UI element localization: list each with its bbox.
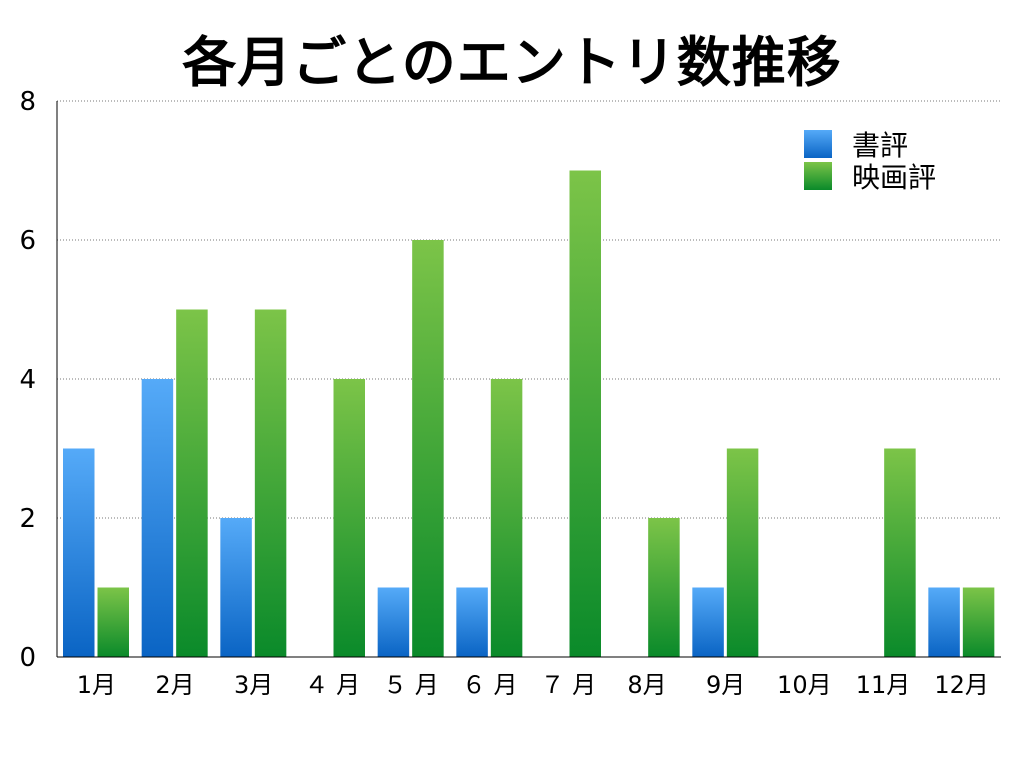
chart-title: 各月ごとのエントリ数推移 — [182, 31, 842, 94]
x-tick-label: 12月 — [934, 671, 989, 699]
y-tick-label: 8 — [19, 87, 36, 117]
bar — [176, 309, 208, 657]
bar — [962, 587, 995, 657]
bar — [928, 587, 960, 657]
x-tick-label: ４ 月 — [305, 671, 361, 699]
bar — [692, 587, 724, 657]
gridlines — [57, 100, 1001, 519]
bar — [254, 309, 287, 657]
bar — [490, 379, 523, 657]
bar — [726, 448, 759, 657]
x-tick-label: 2月 — [155, 671, 194, 699]
legend-swatch — [804, 162, 832, 190]
y-tick-label: 2 — [19, 504, 36, 534]
bar — [220, 518, 252, 657]
bar — [412, 240, 444, 657]
x-tick-label: 3月 — [234, 671, 273, 699]
x-tick-label: 8月 — [627, 671, 666, 699]
x-tick-label: ５ 月 — [383, 671, 439, 699]
y-tick-label: 6 — [19, 226, 36, 256]
legend-label: 映画評 — [852, 161, 936, 194]
bar — [333, 379, 365, 657]
legend-label: 書評 — [852, 129, 908, 162]
x-tick-label: 9月 — [706, 671, 745, 699]
bars — [63, 170, 995, 657]
bar — [569, 170, 601, 657]
bar — [141, 379, 174, 657]
bar — [456, 587, 488, 657]
x-tick-label: ７ 月 — [541, 671, 597, 699]
y-tick-label: 4 — [19, 365, 36, 395]
axes: 0 2 4 6 8 1月 2月 3月 ４ 月 ５ 月 ６ 月 ７ 月 8月 9月 10月 11月 12月 — [19, 87, 1001, 699]
y-tick-label: 0 — [19, 643, 36, 673]
bar — [63, 448, 95, 657]
x-tick-label: 1月 — [77, 671, 116, 699]
bar — [377, 587, 410, 657]
bar — [648, 518, 680, 657]
x-tick-label: 10月 — [777, 671, 832, 699]
bar — [884, 448, 916, 657]
x-tick-label: ６ 月 — [462, 671, 518, 699]
legend-swatch — [804, 130, 832, 158]
bar — [97, 587, 129, 657]
x-tick-label: 11月 — [856, 671, 911, 699]
